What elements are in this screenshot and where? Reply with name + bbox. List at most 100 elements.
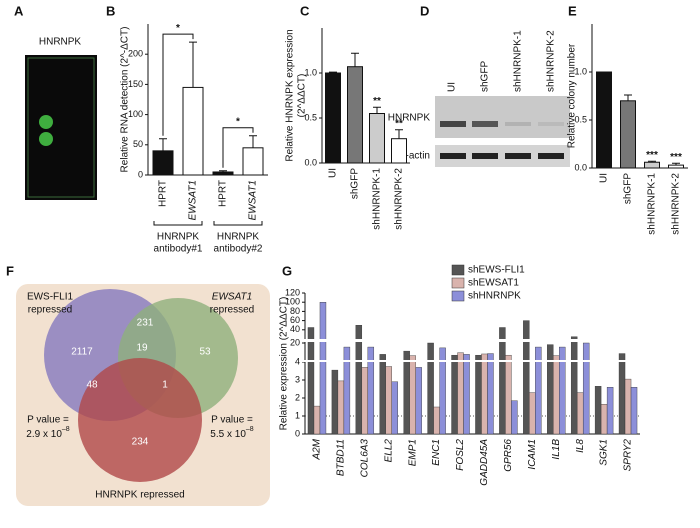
array-spot — [39, 115, 53, 129]
p-exponent: –8 — [62, 426, 70, 433]
y-tick-label: 100 — [128, 109, 143, 119]
x-tick-label: shHNRNPK-2 — [394, 168, 405, 230]
bar — [499, 327, 506, 435]
significance: * — [236, 116, 240, 127]
x-tick-label: shHNRNPK-2 — [671, 173, 682, 235]
bar — [606, 387, 614, 435]
group-label: HNRNPK — [157, 232, 200, 243]
y-tick-label: 50 — [133, 139, 143, 149]
bar — [212, 171, 234, 176]
venn: EWS-FLI1 repressed EWSAT1 repressed HNRN… — [16, 284, 270, 506]
band — [538, 153, 564, 159]
bar — [570, 336, 578, 435]
lane-label: shGFP — [480, 61, 491, 92]
array-frame — [27, 57, 95, 198]
bar — [487, 353, 494, 435]
bar — [505, 354, 512, 435]
axis-break — [301, 339, 642, 342]
venn-count: 2117 — [71, 347, 93, 358]
error-bar — [373, 106, 381, 114]
bar — [668, 164, 684, 169]
p-mantissa: 2.9 x 10 — [26, 429, 62, 440]
y-tick-label: 60 — [290, 315, 300, 325]
bar — [313, 405, 321, 435]
bar — [511, 400, 518, 435]
lane-label: shHNRNPK-2 — [546, 30, 557, 92]
y-tick-label: 80 — [290, 306, 300, 316]
significance: *** — [646, 150, 658, 161]
bar — [529, 392, 536, 435]
x-tick-label: ELL2 — [383, 439, 394, 463]
set-label: EWSAT1 — [212, 292, 252, 303]
y-axis-label: Relative HNRNPK expression — [285, 29, 296, 161]
error-bar — [351, 52, 359, 67]
x-tick-label: COL6A3 — [359, 439, 370, 478]
bar — [391, 138, 407, 164]
bar — [379, 354, 386, 435]
row-label: HNRNPK — [388, 113, 431, 124]
legend-label: shEWS-FLI1 — [468, 265, 525, 276]
y-axis-label: Relative colony number — [567, 43, 578, 148]
bar — [439, 347, 446, 435]
p-exponent: –8 — [246, 426, 254, 433]
array-image — [25, 55, 97, 200]
bar — [331, 369, 339, 435]
bar — [547, 344, 554, 435]
bar — [403, 350, 410, 435]
panel-label: A — [14, 3, 24, 18]
error-bar — [672, 162, 680, 166]
band — [505, 122, 531, 126]
y-tick-label: 0.0 — [304, 157, 317, 167]
panel-label: D — [420, 3, 429, 18]
legend-swatch — [451, 264, 465, 276]
significance: * — [176, 23, 180, 34]
x-tick-label: IL8 — [575, 439, 586, 453]
y-tick-label: 0.0 — [574, 162, 587, 172]
y-tick-label: 0.5 — [304, 112, 317, 122]
y-axis-label: Relative RNA detection (2^-ΔCT) — [120, 27, 131, 173]
set-label: repressed — [28, 305, 72, 316]
x-tick-label: GADD45A — [479, 439, 490, 486]
venn-count: 231 — [137, 318, 154, 329]
bar — [594, 386, 602, 435]
p-value-label: P value = — [27, 415, 69, 426]
lane-label: shHNRNPK-1 — [513, 30, 524, 92]
x-tick-label: UI — [599, 173, 610, 183]
legend-label: shEWSAT1 — [468, 278, 519, 289]
set-label: repressed — [210, 305, 254, 316]
band — [472, 121, 498, 127]
bar — [415, 367, 422, 435]
axis-break — [301, 360, 642, 362]
p-value: 5.5 x 10–8 — [210, 426, 253, 440]
y-tick-label: 150 — [128, 79, 143, 89]
row-label: β-actin — [400, 151, 430, 162]
legend-swatch — [451, 277, 465, 289]
y-tick-label: 0 — [295, 428, 300, 438]
band — [472, 153, 498, 159]
x-tick-label: EMP1 — [407, 439, 418, 466]
bar — [391, 381, 398, 435]
bar — [343, 346, 351, 435]
set-label: HNRNPK repressed — [95, 490, 184, 501]
band — [505, 153, 531, 159]
bar — [457, 352, 464, 435]
bar — [427, 342, 434, 435]
bar — [182, 86, 204, 176]
bar — [307, 327, 315, 435]
y-tick-label: 4 — [295, 356, 300, 366]
band — [440, 121, 466, 127]
x-tick-label: SPRY2 — [623, 439, 634, 472]
group-bracket — [213, 221, 263, 226]
blot-panel — [435, 96, 570, 138]
bar — [319, 302, 327, 435]
bar — [620, 100, 636, 169]
panel-label: C — [300, 3, 310, 18]
band — [440, 153, 466, 159]
panel-label: E — [568, 3, 577, 18]
x-tick-label: FOSL2 — [455, 439, 466, 471]
x-tick-label: GPR56 — [503, 439, 514, 472]
bar — [582, 342, 590, 435]
bar — [337, 380, 345, 435]
x-tick-label: shGFP — [623, 173, 634, 204]
